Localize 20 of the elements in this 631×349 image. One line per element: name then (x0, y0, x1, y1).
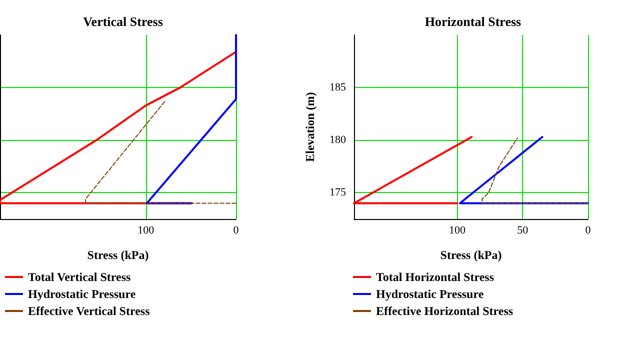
x-axis-title: Stress (kPa) (440, 248, 502, 262)
legend-label: Total Horizontal Stress (376, 270, 494, 284)
y-tick-label: 185 (330, 82, 346, 94)
chart-title: Vertical Stress (83, 14, 163, 29)
legend-label: Hydrostatic Pressure (376, 287, 484, 301)
x-tick-label: 0 (585, 224, 592, 236)
x-tick-label: 50 (517, 224, 529, 236)
x-tick-label: 100 (449, 224, 466, 236)
x-axis-title: Stress (kPa) (87, 248, 149, 262)
line-series (482, 138, 588, 204)
y-tick-label: 175 (330, 186, 346, 199)
legend-label: Hydrostatic Pressure (28, 287, 136, 301)
x-tick-label: 0 (233, 224, 240, 236)
y-tick-label: 180 (330, 134, 346, 146)
legend-label: Effective Horizontal Stress (376, 304, 514, 318)
chart-title: Horizontal Stress (424, 14, 522, 29)
y-axis-title: Elevation (m) (303, 92, 317, 162)
legend-label: Effective Vertical Stress (28, 304, 150, 318)
x-tick-label: 100 (138, 224, 155, 236)
legend-label: Total Vertical Stress (28, 270, 131, 284)
